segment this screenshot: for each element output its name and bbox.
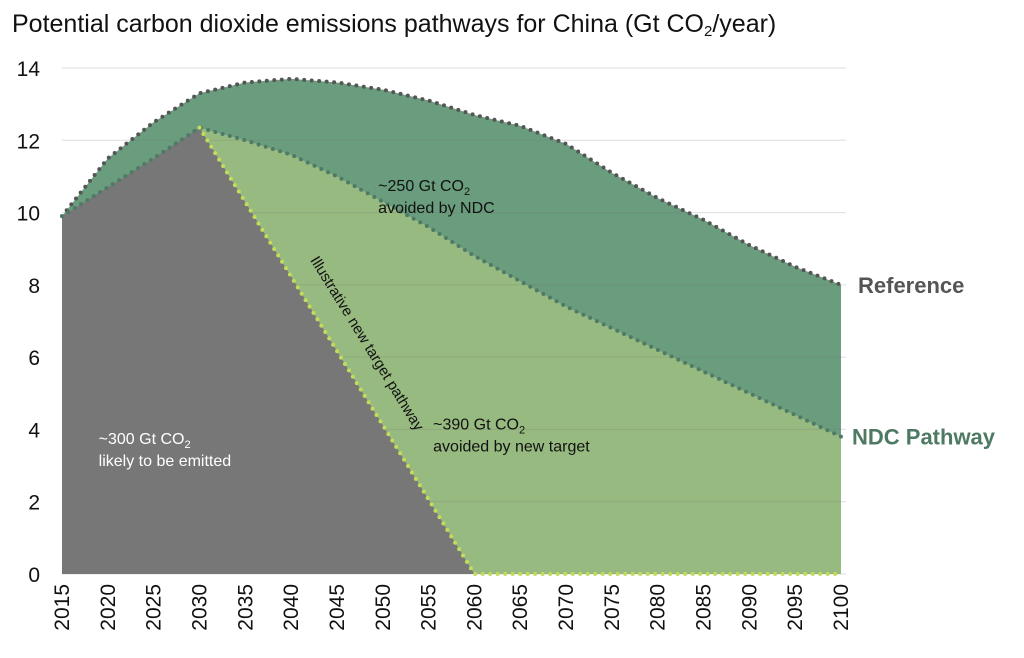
- annotation-label: ~390 Gt CO2 avoided by new target: [433, 416, 590, 455]
- title-subscript: 2: [704, 23, 713, 40]
- title-end: /year): [712, 10, 777, 38]
- area-illustrative-new-target-pathway: [62, 127, 841, 574]
- y-tick-label: 14: [17, 58, 41, 81]
- title-text: Potential carbon dioxide emissions pathw…: [12, 10, 704, 38]
- line-ndc-pathway: [60, 125, 843, 439]
- ndc-pathway-label: NDC Pathway: [852, 425, 996, 450]
- x-tick-label: 2020: [97, 584, 120, 631]
- x-tick-label: 2055: [418, 584, 441, 631]
- y-tick-label: 8: [28, 275, 40, 298]
- x-tick-label: 2065: [509, 584, 532, 631]
- x-tick-label: 2100: [830, 584, 853, 631]
- x-tick-label: 2075: [601, 584, 624, 631]
- x-tick-label: 2050: [372, 584, 395, 631]
- chart-title: Potential carbon dioxide emissions pathw…: [12, 10, 776, 40]
- y-tick-label: 0: [28, 564, 40, 587]
- x-tick-label: 2095: [784, 584, 807, 631]
- y-tick-label: 10: [17, 203, 40, 226]
- annotation-label: ~250 Gt CO2 avoided by NDC: [378, 178, 495, 217]
- annotation-label: ~300 Gt CO2 likely to be emitted: [99, 431, 232, 470]
- y-tick-label: 4: [28, 419, 40, 442]
- x-tick-label: 2090: [738, 584, 761, 631]
- x-tick-label: 2045: [326, 584, 349, 631]
- x-tick-label: 2040: [280, 584, 303, 631]
- line-reference: [60, 76, 843, 287]
- reference-label: Reference: [858, 273, 964, 298]
- x-tick-label: 2070: [555, 584, 578, 631]
- x-tick-label: 2025: [143, 584, 166, 631]
- y-tick-label: 2: [28, 492, 40, 515]
- x-tick-label: 2035: [234, 584, 257, 631]
- x-tick-label: 2085: [693, 584, 716, 631]
- x-tick-label: 2030: [188, 584, 211, 631]
- y-tick-label: 12: [17, 130, 40, 153]
- x-tick-label: 2080: [647, 584, 670, 631]
- line-illustrative-new-target-pathway: [197, 125, 843, 576]
- x-tick-label: 2015: [51, 584, 74, 631]
- x-tick-label: 2060: [463, 584, 486, 631]
- y-tick-label: 6: [28, 347, 40, 370]
